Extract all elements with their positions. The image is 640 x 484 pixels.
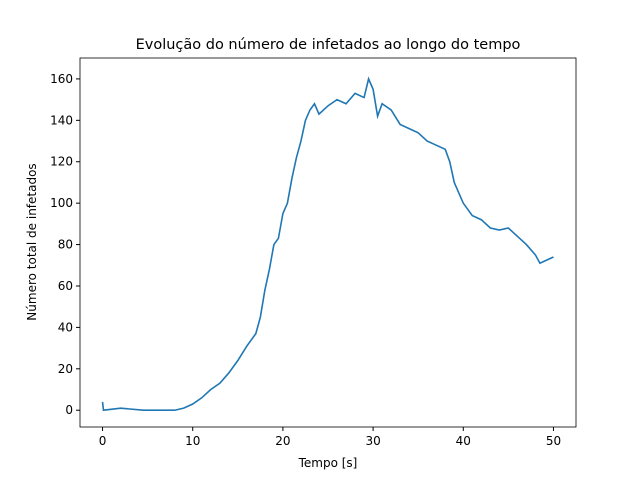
chart-title: Evolução do número de infetados ao longo… bbox=[136, 37, 521, 53]
y-tick-label: 80 bbox=[58, 238, 73, 252]
x-tick-label: 0 bbox=[99, 434, 107, 448]
data-line bbox=[101, 76, 554, 412]
y-tick-label: 100 bbox=[50, 196, 73, 210]
plot-frame bbox=[79, 57, 577, 428]
y-tick-label: 20 bbox=[58, 362, 73, 376]
y-tick-label: 140 bbox=[50, 113, 73, 127]
x-tick-label: 10 bbox=[185, 434, 200, 448]
y-tick-label: 60 bbox=[58, 279, 73, 293]
y-tick-label: 40 bbox=[58, 320, 73, 334]
y-axis-label: Número total de infetados bbox=[25, 163, 39, 320]
x-axis-label: Tempo [s] bbox=[298, 456, 358, 470]
y-tick-label: 120 bbox=[50, 155, 73, 169]
x-tick-label: 30 bbox=[365, 434, 380, 448]
x-tick-label: 50 bbox=[546, 434, 561, 448]
x-tick-label: 40 bbox=[456, 434, 471, 448]
y-tick-label: 0 bbox=[65, 403, 73, 417]
y-tick-label: 160 bbox=[50, 72, 73, 86]
x-tick-label: 20 bbox=[275, 434, 290, 448]
